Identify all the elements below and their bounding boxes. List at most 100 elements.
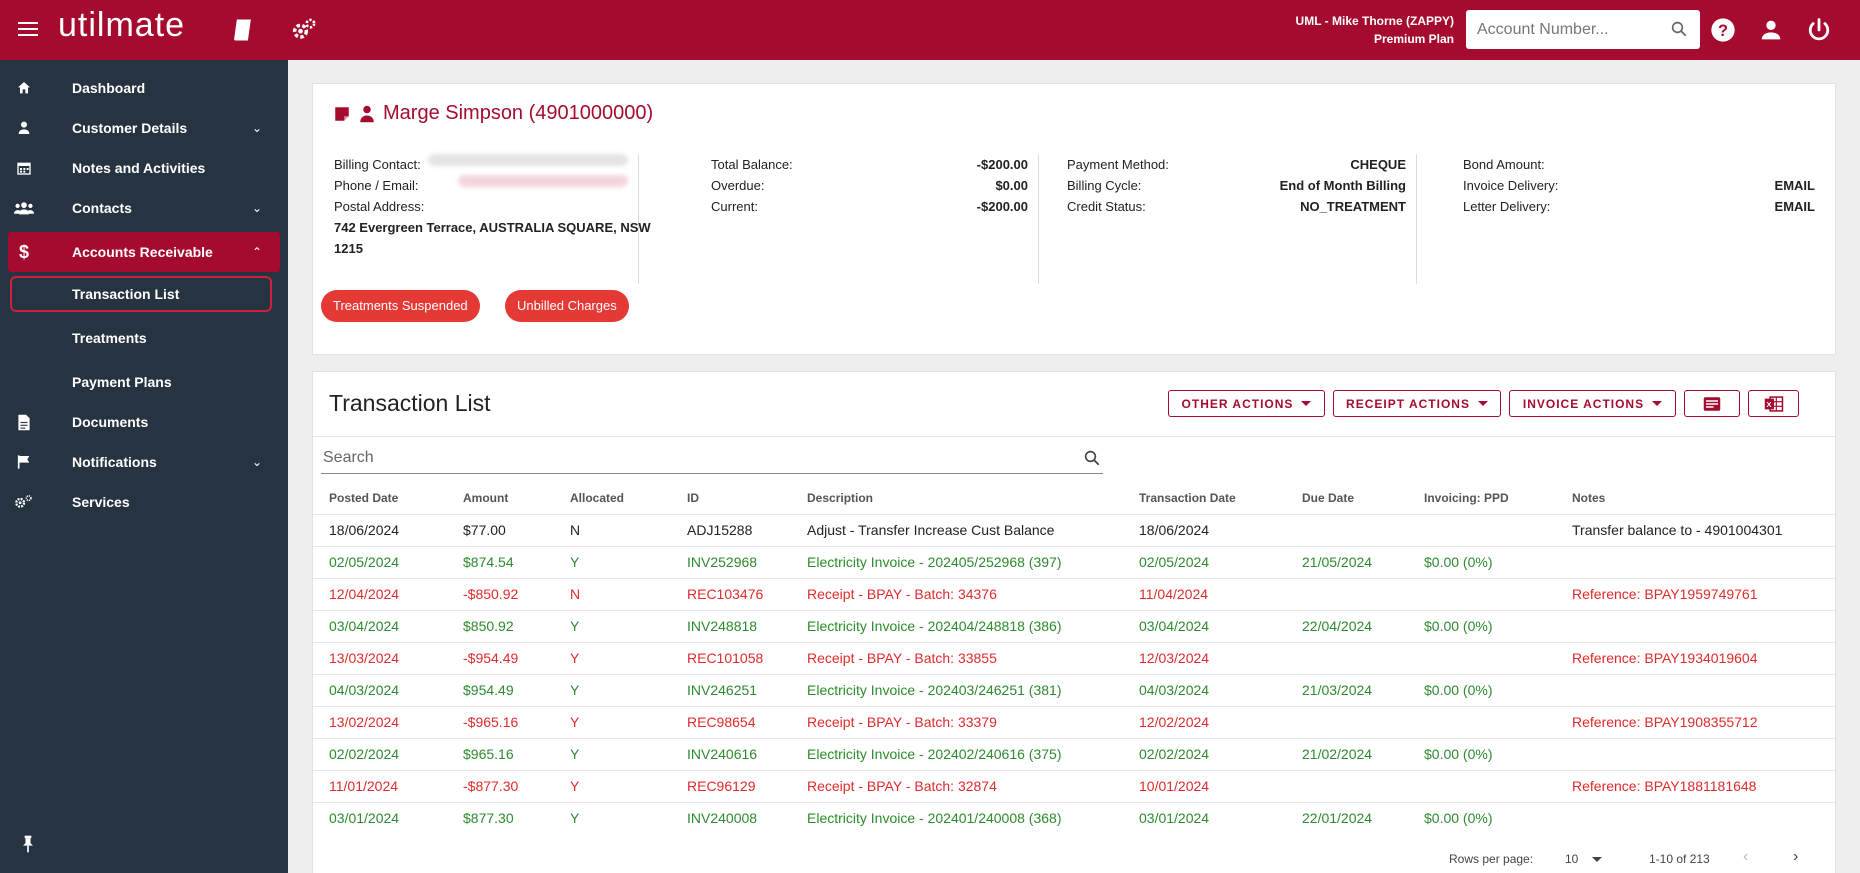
sidebar-item-label: Payment Plans <box>72 374 172 390</box>
column-header[interactable]: Posted Date <box>329 490 399 505</box>
table-cell: 21/02/2024 <box>1286 737 1408 770</box>
user-name: UML - Mike Thorne (ZAPPY) <box>1295 14 1454 28</box>
sidebar-item-documents[interactable]: Documents <box>0 402 288 442</box>
sidebar-item-services[interactable]: Services <box>0 482 288 522</box>
table-cell: 18/06/2024 <box>313 513 447 546</box>
account-number-input[interactable] <box>1466 10 1656 49</box>
table-row[interactable]: 13/02/2024 -$965.16 Y REC98654 Receipt - BPA… <box>313 705 1835 738</box>
table-cell: Transfer balance to - 4901004301 <box>1556 513 1835 546</box>
column-header[interactable]: Description <box>807 490 874 505</box>
search-icon[interactable] <box>1670 20 1688 41</box>
phone-email-label: Phone / Email: <box>334 178 419 193</box>
next-page-icon[interactable]: › <box>1793 848 1799 865</box>
table-body: 18/06/2024 $77.00 N ADJ15288 Adjust - Transf… <box>313 513 1835 834</box>
hamburger-menu-icon[interactable] <box>16 18 40 42</box>
sidebar-item-treatments[interactable]: Treatments <box>0 318 288 358</box>
sidebar-item-label: Services <box>72 494 130 510</box>
postal-address-value: 742 Evergreen Terrace, AUSTRALIA SQUARE,… <box>334 220 651 256</box>
receipt-actions-button[interactable]: RECEIPT ACTIONS <box>1333 390 1501 417</box>
billing-contact-label: Billing Contact: <box>334 157 421 172</box>
sidebar-item-label: Customer Details <box>72 120 188 136</box>
table-cell: 13/02/2024 <box>313 705 447 738</box>
table-cell: $0.00 (0%) <box>1408 737 1556 770</box>
table-cell: 02/02/2024 <box>1123 737 1286 770</box>
sidebar-item-transaction-list[interactable]: Transaction List <box>10 276 272 312</box>
search-icon[interactable] <box>1083 449 1101 470</box>
invoice-actions-label: INVOICE ACTIONS <box>1522 396 1645 411</box>
table-row[interactable]: 13/03/2024 -$954.49 Y REC101058 Receipt - BP… <box>313 641 1835 674</box>
table-row[interactable]: 18/06/2024 $77.00 N ADJ15288 Adjust - Transf… <box>313 513 1835 546</box>
cogs-icon[interactable] <box>290 16 318 44</box>
table-cell <box>1286 769 1408 802</box>
pagination-range: 1-10 of 213 <box>1649 852 1710 866</box>
table-cell: Y <box>554 801 671 834</box>
total-balance-label: Total Balance: <box>711 157 793 172</box>
treatments-suspended-badge[interactable]: Treatments Suspended <box>321 290 480 322</box>
transaction-search-input[interactable] <box>321 444 1061 472</box>
sidebar-item-notifications[interactable]: Notifications ⌄ <box>0 442 288 482</box>
table-row[interactable]: 12/04/2024 -$850.92 N REC103476 Receipt - BP… <box>313 577 1835 610</box>
chevron-down-icon: ⌄ <box>251 455 262 469</box>
table-cell <box>1556 737 1835 770</box>
table-cell: Receipt - BPAY - Batch: 33379 <box>791 705 1123 738</box>
table-row[interactable]: 03/01/2024 $877.30 Y INV240008 Electricity I… <box>313 801 1835 834</box>
column-header[interactable]: Due Date <box>1302 490 1355 505</box>
payment-method-value: CHEQUE <box>1350 157 1406 172</box>
book-icon[interactable] <box>228 16 256 44</box>
column-header[interactable]: Allocated <box>570 490 625 505</box>
table-cell: 04/03/2024 <box>1123 673 1286 706</box>
rows-per-page-value: 10 <box>1565 852 1579 866</box>
table-cell: REC98654 <box>671 705 791 738</box>
column-header[interactable]: Invoicing: PPD <box>1424 490 1509 505</box>
sticky-note-icon[interactable] <box>333 105 351 123</box>
other-actions-label: OTHER ACTIONS <box>1181 396 1294 411</box>
payment-method-label: Payment Method: <box>1067 157 1169 172</box>
pin-icon[interactable] <box>19 834 37 857</box>
sidebar-item-payment-plans[interactable]: Payment Plans <box>0 362 288 402</box>
sidebar-item-customer-details[interactable]: Customer Details ⌄ <box>0 108 288 148</box>
billing-column: Payment Method: CHEQUE Billing Cycle: End … <box>1067 154 1417 284</box>
delivery-column: Bond Amount: Invoice Delivery: EMAIL Lett… <box>1463 154 1815 284</box>
sidebar-item-label: Transaction List <box>72 286 180 302</box>
other-actions-button[interactable]: OTHER ACTIONS <box>1168 390 1325 417</box>
calendar-icon <box>14 158 34 178</box>
sidebar-item-notes-and-activities[interactable]: Notes and Activities <box>0 148 288 188</box>
table-row[interactable]: 02/02/2024 $965.16 Y INV240616 Electricity I… <box>313 737 1835 770</box>
table-cell: REC96129 <box>671 769 791 802</box>
app-logo: utilmate <box>58 6 186 44</box>
unbilled-charges-badge[interactable]: Unbilled Charges <box>505 290 629 322</box>
contact-info-column: Billing Contact: Phone / Email: Postal A… <box>334 154 651 284</box>
table-cell <box>1286 513 1408 546</box>
table-row[interactable]: 03/04/2024 $850.92 Y INV248818 Electricity I… <box>313 609 1835 642</box>
column-header[interactable]: ID <box>687 490 699 505</box>
column-view-button[interactable] <box>1684 390 1740 417</box>
table-cell: $850.92 <box>447 609 554 642</box>
table-cell: Y <box>554 769 671 802</box>
table-cell: 11/01/2024 <box>313 769 447 802</box>
power-icon[interactable] <box>1805 16 1833 44</box>
sidebar-item-accounts-receivable[interactable]: $ Accounts Receivable ⌃ <box>8 232 280 272</box>
export-excel-button[interactable]: X <box>1748 390 1799 417</box>
customer-name[interactable]: Marge Simpson (4901000000) <box>383 102 654 124</box>
sidebar-item-contacts[interactable]: Contacts ⌄ <box>0 188 288 228</box>
help-icon[interactable]: ? <box>1709 16 1737 44</box>
top-bar: utilmate UML - Mike Thorne (ZAPPY) Premi… <box>0 0 1860 60</box>
table-row[interactable]: 04/03/2024 $954.49 Y INV246251 Electricity I… <box>313 673 1835 706</box>
table-cell: 03/04/2024 <box>313 609 447 642</box>
table-cell: Y <box>554 705 671 738</box>
rows-per-page-select[interactable]: 10 <box>1565 852 1603 866</box>
table-cell: Electricity Invoice - 202403/246251 (381… <box>791 673 1123 706</box>
table-cell: 22/01/2024 <box>1286 801 1408 834</box>
column-header[interactable]: Transaction Date <box>1139 490 1236 505</box>
invoice-actions-button[interactable]: INVOICE ACTIONS <box>1509 390 1676 417</box>
previous-page-icon[interactable]: ‹ <box>1743 848 1749 865</box>
column-header[interactable]: Notes <box>1572 490 1606 505</box>
invoice-delivery-label: Invoice Delivery: <box>1463 178 1559 193</box>
table-row[interactable]: 02/05/2024 $874.54 Y INV252968 Electricity I… <box>313 545 1835 578</box>
table-cell: 02/02/2024 <box>313 737 447 770</box>
table-cell: 13/03/2024 <box>313 641 447 674</box>
column-header[interactable]: Amount <box>463 490 509 505</box>
sidebar-item-dashboard[interactable]: Dashboard <box>0 68 288 108</box>
user-profile-icon[interactable] <box>1757 16 1785 44</box>
table-row[interactable]: 11/01/2024 -$877.30 Y REC96129 Receipt - BPA… <box>313 769 1835 802</box>
